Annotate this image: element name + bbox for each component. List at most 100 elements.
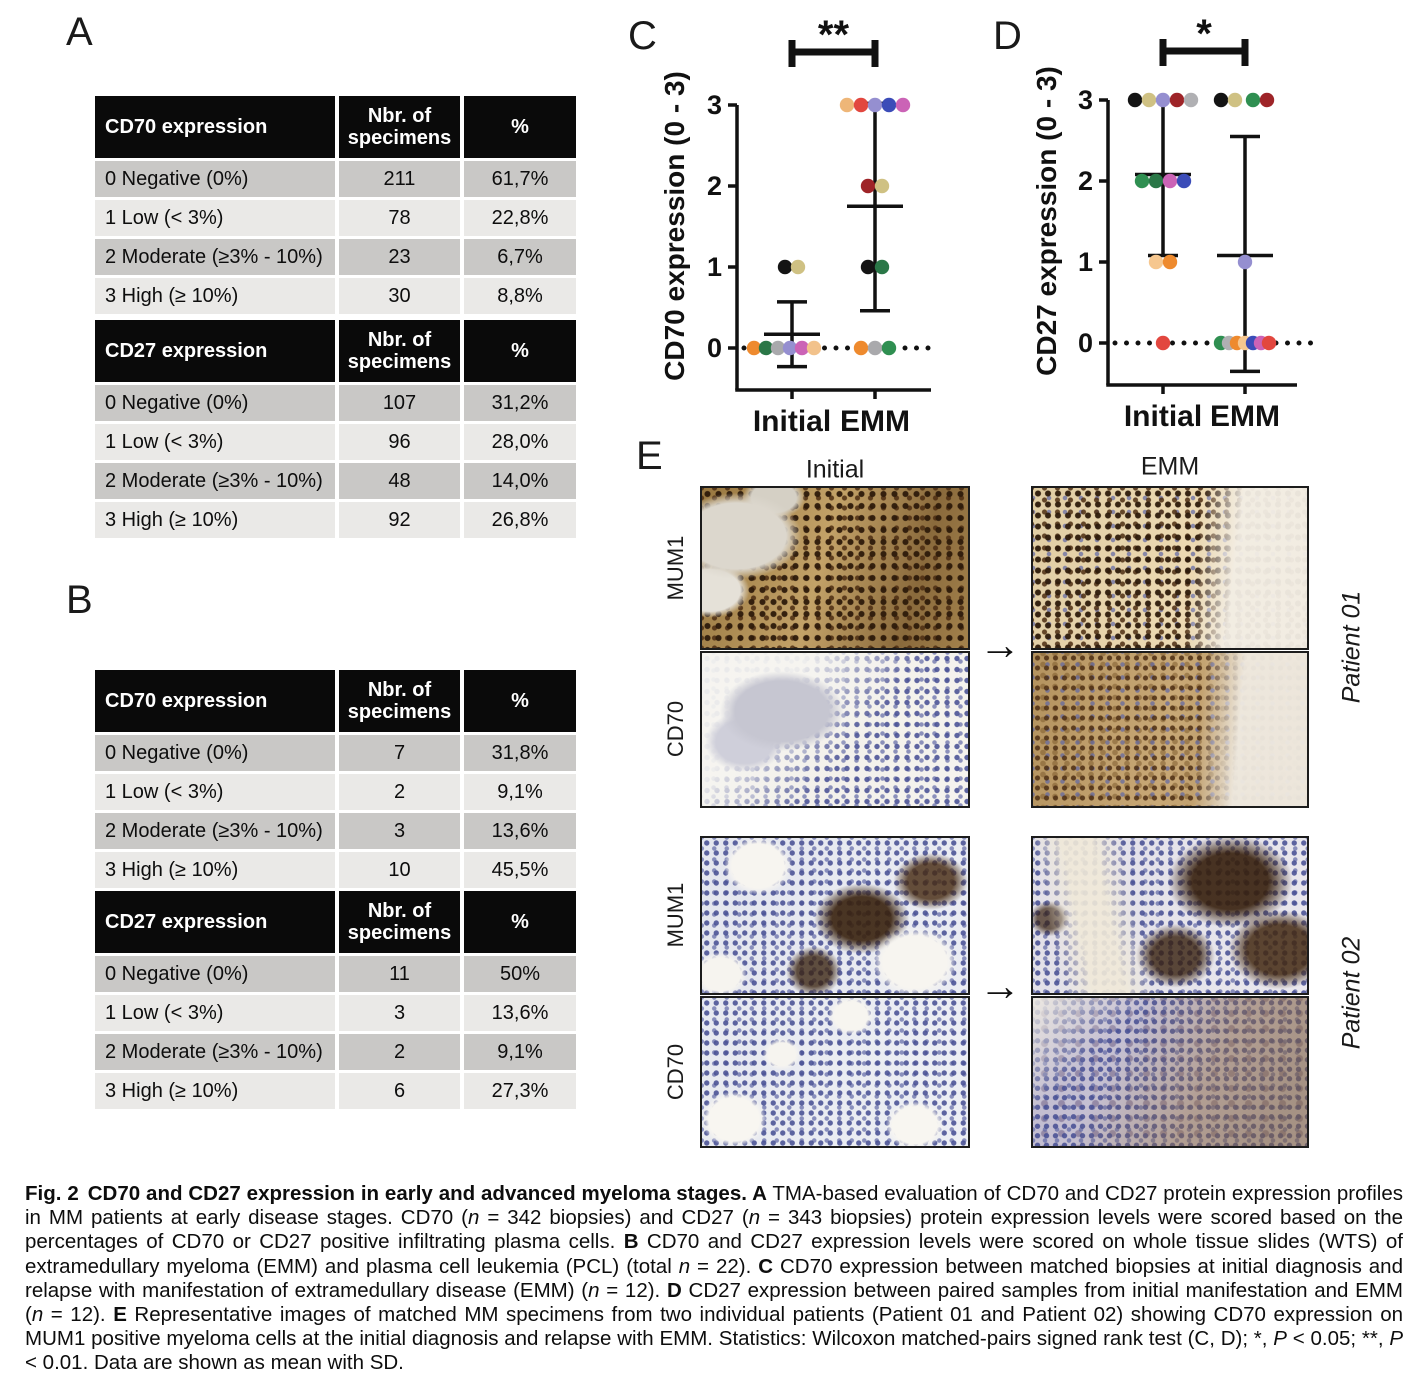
data-point [1227, 92, 1243, 108]
y-tick-label: 1 [1078, 247, 1093, 277]
table-cell-b_cd70-r1-c0: 1 Low (< 3%) [95, 774, 335, 810]
table-cell-a_cd70-r1-c2: 22,8% [464, 200, 576, 236]
caption-segment: P [1273, 1327, 1287, 1351]
row-label-cd70-p02: CD70 [663, 1043, 688, 1101]
arrow-right-icon: → [979, 962, 1021, 1009]
table-cell-b_cd27-r2-c2: 9,1% [464, 1034, 576, 1070]
caption-segment: = 342 biopsies) and CD27 ( [479, 1206, 749, 1230]
data-point [746, 340, 762, 356]
table-cell-a_cd27-r2-c0: 2 Moderate (≥3% - 10%) [95, 463, 335, 499]
data-point [794, 340, 810, 356]
table-header-specimens: Nbr. of specimens [339, 670, 460, 732]
table-header-percent: % [464, 670, 576, 732]
histology-image-patient01-cd70-initial [700, 651, 970, 808]
arrow-right-icon: → [979, 621, 1021, 668]
caption-segment: = 343 biopsies) protein expression level… [25, 1206, 1404, 1254]
column-header-emm: EMM [1140, 452, 1200, 481]
y-tick-label: 3 [1078, 85, 1093, 115]
table-cell-a_cd70-r3-c1: 30 [339, 278, 460, 314]
caption-segment: n [678, 1254, 691, 1278]
table-header-specimens: Nbr. of specimens [339, 320, 460, 382]
scatter-plot-cd27: 0 1 2 3 Initial EMM CD27 expression (0 - 3) * [1031, 18, 1323, 433]
histology-image-patient02-cd70-emm [1031, 996, 1309, 1148]
histology-image-patient02-mum1-initial [700, 836, 970, 995]
data-point [806, 340, 822, 356]
y-tick-label: 0 [707, 333, 722, 363]
table-cell-b_cd70-r1-c2: 9,1% [464, 774, 576, 810]
row-label-cd70-p01: CD70 [663, 700, 688, 758]
histology-image-patient01-mum1-emm [1031, 486, 1309, 650]
table-cell-a_cd27-r1-c1: 96 [339, 424, 460, 460]
y-tick-label: 3 [707, 90, 722, 120]
table-cell-b_cd70-r2-c2: 13,6% [464, 813, 576, 849]
table-header-specimens: Nbr. of specimens [339, 96, 460, 158]
caption-segment: E [113, 1303, 127, 1327]
table-header-title: CD27 expression [95, 320, 335, 382]
table-header-specimens: Nbr. of specimens [339, 891, 460, 953]
table-header-percent: % [464, 891, 576, 953]
table-cell-b_cd27-r3-c1: 6 [339, 1073, 460, 1109]
data-point [867, 97, 883, 113]
table-cell-a_cd27-r0-c0: 0 Negative (0%) [95, 385, 335, 421]
significance-stars: ** [818, 18, 850, 57]
table-cell-b_cd70-r0-c2: 31,8% [464, 735, 576, 771]
table-cell-b_cd27-r3-c0: 3 High (≥ 10%) [95, 1073, 335, 1109]
data-point [790, 259, 806, 275]
scatter-plot-cd70: 0 1 2 3 Initial EMM CD70 expression (0 - 3) ** [659, 18, 939, 438]
table-cell-b_cd27-r0-c2: 50% [464, 956, 576, 992]
x-category-label: EMM [840, 405, 910, 438]
data-point [1237, 254, 1253, 270]
x-category-label: Initial [1124, 400, 1202, 433]
table-cell-b_cd70-r0-c0: 0 Negative (0%) [95, 735, 335, 771]
data-point [874, 259, 890, 275]
data-point [881, 97, 897, 113]
histology-image-patient02-cd70-initial [700, 996, 970, 1148]
caption-segment: = 22). [690, 1254, 759, 1278]
table-header-title: CD27 expression [95, 891, 335, 953]
table-cell-a_cd70-r3-c2: 8,8% [464, 278, 576, 314]
caption-segment: CD70 and CD27 expression in early and ad… [87, 1182, 753, 1205]
table-cell-a_cd27-r0-c1: 107 [339, 385, 460, 421]
data-point [1261, 335, 1277, 351]
table-cell-a_cd27-r3-c2: 26,8% [464, 502, 576, 538]
x-category-label: EMM [1210, 400, 1280, 433]
table-cell-a_cd70-r1-c0: 1 Low (< 3%) [95, 200, 335, 236]
table-cell-a_cd27-r1-c2: 28,0% [464, 424, 576, 460]
table-cell-b_cd70-r3-c1: 10 [339, 852, 460, 888]
table-cell-b_cd70-r3-c2: 45,5% [464, 852, 576, 888]
histology-image-patient01-cd70-emm [1031, 651, 1309, 808]
data-point [839, 97, 855, 113]
data-point [1183, 92, 1199, 108]
caption-segment: CD70 expression between matched biopsies… [25, 1254, 1403, 1302]
data-point [1213, 92, 1229, 108]
table-b-cd27: CD27 expression Nbr. of specimens % 0 Ne… [95, 891, 576, 1109]
data-point [853, 97, 869, 113]
table-cell-a_cd70-r2-c1: 23 [339, 239, 460, 275]
table-header-percent: % [464, 320, 576, 382]
table-header-title: CD70 expression [95, 96, 335, 158]
table-cell-a_cd70-r3-c0: 3 High (≥ 10%) [95, 278, 335, 314]
table-cell-a_cd70-r0-c2: 61,7% [464, 161, 576, 197]
caption-segment: = 12). [43, 1303, 114, 1327]
table-header-percent: % [464, 96, 576, 158]
y-axis-label: CD70 expression (0 - 3) [659, 71, 690, 381]
data-point [1127, 92, 1143, 108]
table-cell-a_cd70-r0-c1: 211 [339, 161, 460, 197]
table-a-cd27: CD27 expression Nbr. of specimens % 0 Ne… [95, 320, 576, 538]
data-point [895, 97, 911, 113]
table-cell-b_cd70-r3-c0: 3 High (≥ 10%) [95, 852, 335, 888]
data-point [860, 259, 876, 275]
data-point [1245, 92, 1261, 108]
row-label-mum1-p02: MUM1 [663, 882, 688, 948]
table-cell-a_cd27-r3-c0: 3 High (≥ 10%) [95, 502, 335, 538]
table-cell-b_cd27-r1-c2: 13,6% [464, 995, 576, 1031]
table-cell-b_cd70-r0-c1: 7 [339, 735, 460, 771]
table-cell-b_cd27-r1-c1: 3 [339, 995, 460, 1031]
caption-segment: Fig. 2 [25, 1182, 79, 1205]
histology-image-patient02-mum1-emm [1031, 836, 1309, 995]
table-header-title: CD70 expression [95, 670, 335, 732]
column-header-initial: Initial [805, 455, 865, 484]
data-point [1155, 92, 1171, 108]
caption-segment: P [1389, 1327, 1404, 1351]
